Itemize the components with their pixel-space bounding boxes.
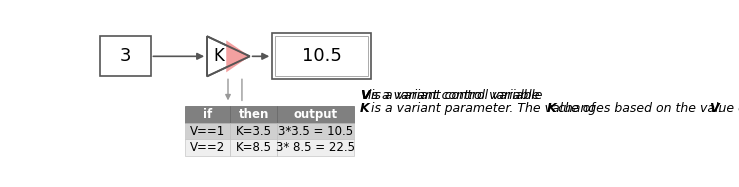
Text: .: . [717, 102, 721, 115]
Text: V==2: V==2 [190, 141, 225, 154]
Bar [231, 122, 277, 140]
Text: is a variant control variable: is a variant control variable [364, 89, 539, 102]
Text: V: V [709, 102, 719, 115]
Text: is a variant control variable: is a variant control variable [367, 89, 542, 102]
Text: K: K [214, 47, 224, 65]
Text: V==1: V==1 [190, 125, 225, 137]
Bar [185, 140, 231, 156]
Text: 3* 8.5 = 22.5: 3* 8.5 = 22.5 [276, 141, 355, 154]
Text: K: K [547, 102, 556, 115]
Polygon shape [207, 36, 250, 76]
Bar [231, 140, 277, 156]
Text: K: K [360, 102, 370, 115]
Bar [277, 140, 354, 156]
Polygon shape [226, 40, 250, 72]
Bar [272, 33, 372, 79]
Bar [277, 122, 354, 140]
Text: is a variant parameter. The value of: is a variant parameter. The value of [367, 102, 599, 115]
Text: if: if [203, 108, 213, 121]
Text: K=8.5: K=8.5 [236, 141, 271, 154]
Bar [100, 36, 151, 76]
Text: V: V [360, 89, 370, 102]
Bar [185, 122, 231, 140]
Text: changes based on the value of: changes based on the value of [554, 102, 739, 115]
Bar [275, 36, 368, 76]
Bar [185, 106, 231, 122]
Text: V: V [360, 89, 370, 102]
Bar [277, 106, 354, 122]
Bar [231, 106, 277, 122]
Text: K=3.5: K=3.5 [236, 125, 271, 137]
Text: output: output [293, 108, 338, 121]
Text: then: then [239, 108, 269, 121]
Text: 3*3.5 = 10.5: 3*3.5 = 10.5 [278, 125, 353, 137]
Text: 3: 3 [120, 47, 131, 65]
Text: 10.5: 10.5 [302, 47, 341, 65]
